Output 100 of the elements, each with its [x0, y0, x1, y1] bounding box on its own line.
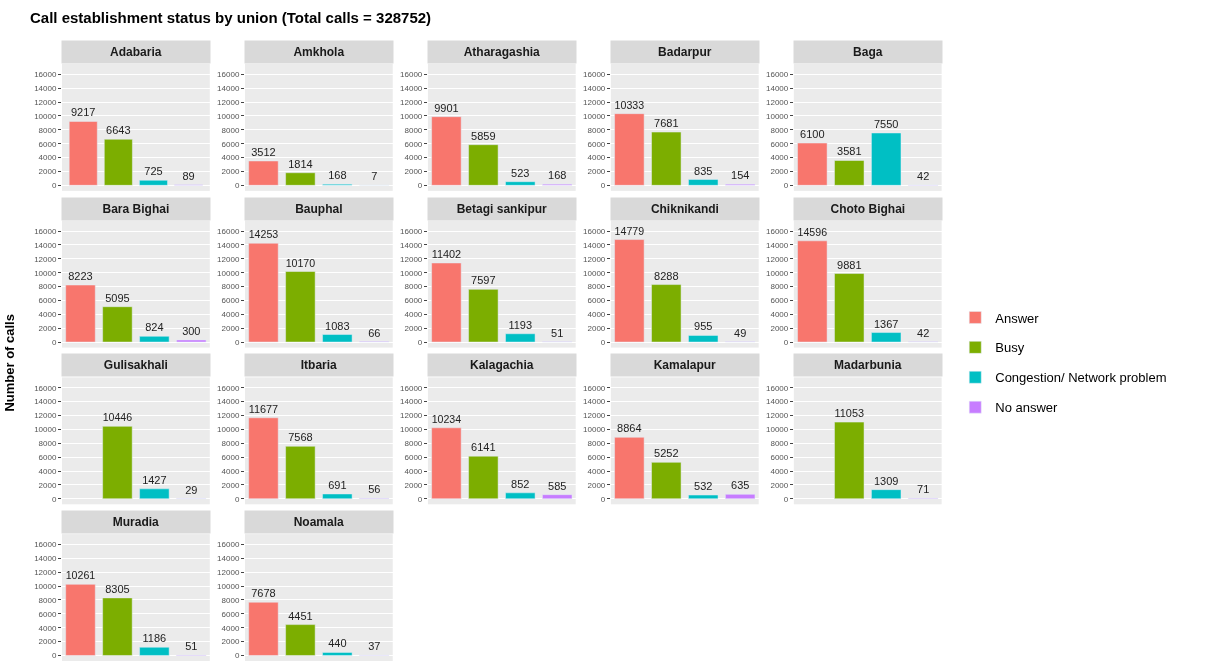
y-tick-label: 12000	[217, 568, 240, 578]
data-label: 1367	[873, 317, 899, 330]
bar	[505, 333, 536, 343]
legend-label: Busy	[995, 340, 1025, 356]
data-label: 168	[328, 169, 347, 182]
data-label: 5252	[654, 447, 679, 460]
y-tick-label: 4000	[770, 466, 789, 476]
bar	[322, 334, 353, 343]
data-label: 523	[511, 166, 530, 179]
y-tick-label: 2000	[404, 323, 423, 333]
y-tick-label: 16000	[217, 540, 240, 550]
chart-title: Badarpur	[658, 45, 712, 59]
y-tick-label: 8000	[587, 439, 606, 449]
y-tick-label: 12000	[34, 254, 57, 264]
y-tick-label: 8000	[221, 439, 240, 449]
bar	[285, 172, 316, 186]
y-tick-label: 8000	[404, 125, 423, 135]
bar	[322, 493, 353, 499]
bar	[68, 121, 98, 186]
data-label: 532	[694, 480, 713, 493]
y-tick-label: 16000	[34, 540, 57, 550]
y-tick-label: 16000	[217, 70, 240, 80]
legend-label: No answer	[995, 400, 1059, 416]
bar	[431, 262, 462, 343]
y-tick-label: 12000	[766, 254, 789, 264]
data-label: 440	[328, 637, 347, 650]
y-tick-label: 0	[600, 494, 606, 504]
data-label: 10170	[285, 256, 316, 269]
y-tick-label: 10000	[583, 268, 606, 278]
y-tick-label: 12000	[583, 97, 606, 107]
y-tick-label: 2000	[38, 637, 57, 647]
y-tick-label: 4000	[38, 623, 57, 633]
y-tick-label: 8000	[587, 282, 606, 292]
data-label: 89	[182, 169, 195, 182]
chart-title: Betagi sankipur	[456, 202, 548, 216]
bar	[65, 284, 96, 343]
data-label: 10234	[431, 412, 462, 425]
bar	[542, 494, 573, 499]
y-tick-label: 4000	[770, 310, 789, 320]
data-label: 1309	[873, 474, 899, 487]
y-tick-label: 10000	[217, 425, 240, 435]
y-tick-label: 10000	[217, 111, 240, 121]
bar	[65, 584, 96, 656]
y-tick-label: 0	[51, 337, 57, 347]
data-label: 14596	[797, 225, 828, 238]
y-tick-label: 8000	[587, 125, 606, 135]
y-tick-label: 12000	[583, 411, 606, 421]
y-tick-label: 0	[783, 337, 789, 347]
y-tick-label: 14000	[34, 84, 57, 94]
data-label: 4451	[288, 609, 313, 622]
bar	[104, 139, 133, 186]
y-tick-label: 2000	[587, 323, 606, 333]
data-label: 154	[731, 169, 750, 182]
y-tick-label: 10000	[217, 268, 240, 278]
y-tick-label: 6000	[587, 139, 606, 149]
data-label: 7	[371, 170, 378, 183]
data-label: 9217	[71, 106, 96, 119]
y-tick-label: 14000	[583, 240, 606, 250]
chart-title: Baga	[853, 45, 883, 59]
data-label: 7568	[288, 431, 313, 444]
data-label: 824	[145, 321, 164, 334]
data-label: 1814	[288, 157, 313, 170]
text: Call establishment status by union (Total calls = 328752)	[30, 9, 432, 26]
y-tick-label: 6000	[404, 296, 423, 306]
bar	[725, 494, 756, 499]
y-axis-title: Number of calls	[1, 314, 17, 412]
y-tick-label: 2000	[38, 480, 57, 490]
y-tick-label: 16000	[400, 226, 423, 236]
y-tick-label: 6000	[770, 139, 789, 149]
y-tick-label: 8000	[221, 595, 240, 605]
y-tick-label: 16000	[34, 70, 57, 80]
bar	[431, 427, 462, 499]
y-tick-label: 14000	[34, 240, 57, 250]
data-label: 635	[731, 479, 750, 492]
y-tick-label: 0	[600, 337, 606, 347]
y-tick-label: 0	[234, 494, 240, 504]
y-tick-label: 16000	[217, 383, 240, 393]
data-label: 7597	[471, 274, 496, 287]
data-label: 66	[368, 326, 381, 339]
data-label: 11402	[431, 248, 462, 260]
y-tick-label: 16000	[34, 226, 57, 236]
bar	[614, 239, 645, 343]
data-label: 11677	[248, 402, 279, 415]
y-tick-label: 0	[234, 651, 240, 661]
bar	[505, 181, 536, 186]
y-tick-label: 2000	[770, 167, 789, 177]
y-tick-label: 16000	[583, 383, 606, 393]
y-tick-label: 16000	[217, 226, 240, 236]
y-tick-label: 14000	[217, 84, 240, 94]
chart-title: Muradia	[112, 515, 160, 529]
y-tick-label: 6000	[38, 139, 57, 149]
bar	[248, 160, 279, 186]
data-label: 14779	[614, 224, 645, 237]
data-label: 29	[185, 483, 198, 496]
y-tick-label: 12000	[34, 97, 57, 107]
y-tick-label: 10000	[34, 581, 57, 591]
data-label: 56	[368, 483, 381, 496]
y-tick-label: 12000	[34, 568, 57, 578]
y-tick-label: 8000	[221, 125, 240, 135]
data-label: 8223	[68, 270, 93, 283]
